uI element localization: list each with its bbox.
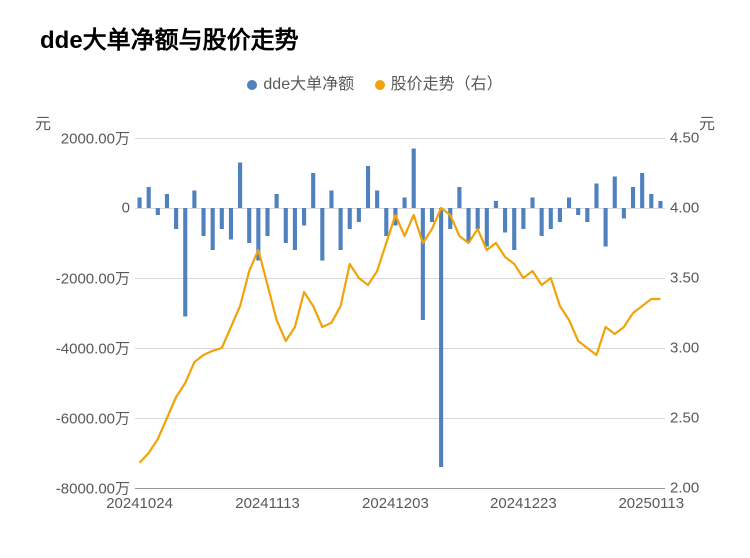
bar: [220, 208, 224, 229]
bar: [567, 198, 571, 209]
bar: [558, 208, 562, 222]
bar: [366, 166, 370, 208]
y-tick-left-label: -6000.00万: [20, 408, 130, 429]
bar: [284, 208, 288, 243]
y-tick-right-label: 2.00: [670, 480, 699, 497]
bar: [512, 208, 516, 250]
legend-marker-line: [375, 80, 385, 90]
bar: [604, 208, 608, 247]
bar: [348, 208, 352, 229]
bar: [540, 208, 544, 236]
x-tick-label: 20250113: [618, 495, 684, 512]
bar: [156, 208, 160, 215]
bar: [247, 208, 251, 243]
bar: [403, 198, 407, 209]
bar: [357, 208, 361, 222]
y-axis-right-label: 元: [699, 110, 715, 134]
y-tick-right-label: 3.50: [670, 270, 699, 287]
y-tick-left-label: -2000.00万: [20, 268, 130, 289]
bar: [421, 208, 425, 320]
y-tick-left-label: 0: [20, 200, 130, 217]
chart-container: dde大单净额与股价走势 dde大单净额 股价走势（右） 元 元 2000.00…: [0, 0, 750, 558]
legend: dde大单净额 股价走势（右）: [30, 70, 720, 94]
bar: [201, 208, 205, 236]
bar: [613, 177, 617, 209]
bar: [192, 191, 196, 209]
bar: [302, 208, 306, 226]
chart-title: dde大单净额与股价走势: [40, 20, 720, 55]
x-tick-label: 20241223: [490, 495, 557, 512]
bar: [229, 208, 233, 240]
bar: [485, 208, 489, 247]
bar: [165, 194, 169, 208]
bar: [457, 187, 461, 208]
bar: [466, 208, 470, 243]
bar: [585, 208, 589, 222]
bar: [320, 208, 324, 261]
bar: [339, 208, 343, 250]
legend-marker-bars: [247, 80, 257, 90]
bar: [521, 208, 525, 229]
bar: [649, 194, 653, 208]
bar: [631, 187, 635, 208]
legend-item-line: 股价走势（右）: [375, 70, 503, 94]
bar: [375, 191, 379, 209]
bar: [576, 208, 580, 215]
x-axis-line: [135, 488, 665, 489]
y-tick-left-label: 2000.00万: [20, 128, 130, 149]
bar: [238, 163, 242, 209]
y-tick-right-label: 3.00: [670, 340, 699, 357]
price-line: [140, 208, 661, 463]
bar: [275, 194, 279, 208]
bar: [622, 208, 626, 219]
bar: [430, 208, 434, 222]
bar: [439, 208, 443, 467]
legend-label-bars: dde大单净额: [263, 76, 354, 93]
bar: [494, 201, 498, 208]
bar: [658, 201, 662, 208]
bar: [640, 173, 644, 208]
y-tick-right-label: 2.50: [670, 410, 699, 427]
bar: [211, 208, 215, 250]
bar: [183, 208, 187, 317]
plot-svg: [135, 138, 665, 488]
y-tick-right-label: 4.50: [670, 130, 699, 147]
y-tick-right-label: 4.00: [670, 200, 699, 217]
y-tick-left-label: -4000.00万: [20, 338, 130, 359]
bar: [265, 208, 269, 236]
bar: [476, 208, 480, 229]
bar: [549, 208, 553, 229]
x-tick-label: 20241113: [235, 495, 300, 512]
bar: [174, 208, 178, 229]
bar: [138, 198, 142, 209]
x-tick-label: 20241203: [362, 495, 429, 512]
bar: [530, 198, 534, 209]
bar: [594, 184, 598, 209]
bar: [329, 191, 333, 209]
legend-item-bars: dde大单净额: [247, 70, 354, 94]
bar: [384, 208, 388, 236]
legend-label-line: 股价走势（右）: [391, 76, 503, 93]
x-tick-label: 20241024: [106, 495, 173, 512]
plot-area: [135, 138, 665, 488]
bar: [147, 187, 151, 208]
bar: [503, 208, 507, 233]
bar: [311, 173, 315, 208]
bar: [412, 149, 416, 209]
bar: [293, 208, 297, 250]
